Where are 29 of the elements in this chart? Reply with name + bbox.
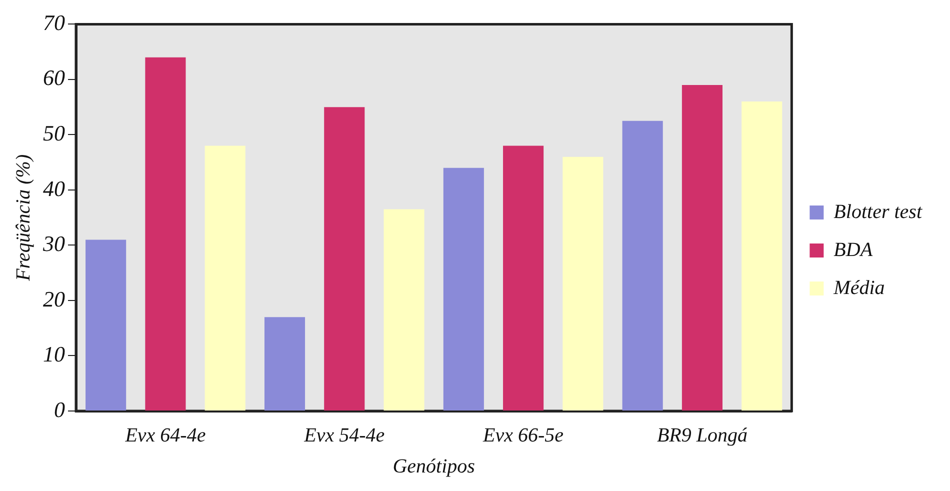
y-tick-label: 30	[42, 231, 65, 256]
y-axis-title: Freqüência (%)	[12, 154, 34, 282]
bar	[384, 209, 424, 410]
bar	[264, 317, 306, 410]
x-tick-label: BR9 Longá	[656, 424, 748, 446]
y-tick-label: 60	[43, 65, 65, 90]
x-tick-label: Evx 54-4e	[303, 424, 385, 446]
y-tick-label: 70	[43, 10, 65, 35]
legend-label: Média	[832, 276, 885, 299]
x-axis-title: Genótipos	[392, 455, 476, 478]
bar	[324, 107, 365, 410]
bar	[742, 102, 782, 410]
x-tick-label: Evx 64-4e	[124, 424, 206, 446]
y-tick-label: 40	[43, 176, 65, 201]
bar	[443, 168, 484, 410]
bar	[682, 84, 722, 410]
x-tick-label: Evx 66-5e	[482, 424, 564, 446]
y-tick-label: 50	[43, 120, 65, 146]
bar	[503, 146, 544, 410]
bar	[86, 240, 126, 410]
bar	[145, 57, 186, 410]
y-tick-label: 10	[43, 342, 65, 367]
y-tick-label: 20	[43, 286, 65, 312]
bar	[204, 146, 246, 410]
legend-label: BDA	[834, 238, 874, 261]
y-tick-label: 0	[54, 396, 65, 422]
bar	[562, 156, 604, 410]
legend-label: Blotter test	[834, 200, 922, 223]
bar	[622, 120, 663, 410]
